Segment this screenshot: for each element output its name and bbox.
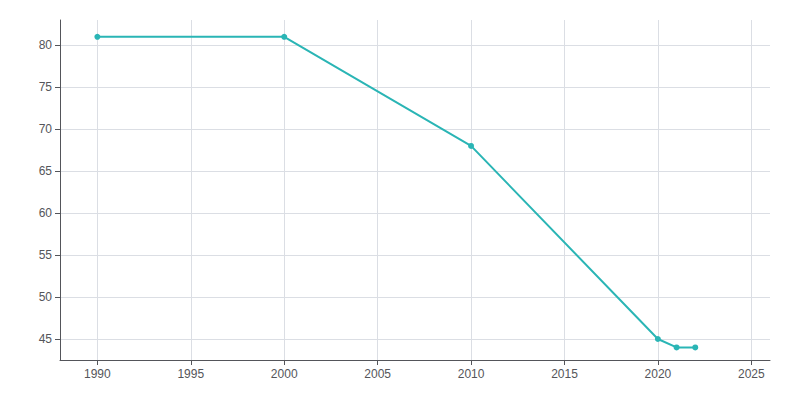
svg-text:2020: 2020: [645, 367, 672, 381]
svg-text:45: 45: [39, 332, 53, 346]
svg-text:2010: 2010: [458, 367, 485, 381]
svg-text:1990: 1990: [84, 367, 111, 381]
svg-text:2025: 2025: [738, 367, 765, 381]
svg-text:80: 80: [39, 38, 53, 52]
svg-text:2015: 2015: [551, 367, 578, 381]
svg-text:65: 65: [39, 164, 53, 178]
svg-text:2000: 2000: [271, 367, 298, 381]
svg-text:2005: 2005: [364, 367, 391, 381]
svg-text:70: 70: [39, 122, 53, 136]
svg-text:60: 60: [39, 206, 53, 220]
svg-text:75: 75: [39, 80, 53, 94]
svg-text:50: 50: [39, 290, 53, 304]
svg-text:1995: 1995: [177, 367, 204, 381]
svg-text:55: 55: [39, 248, 53, 262]
